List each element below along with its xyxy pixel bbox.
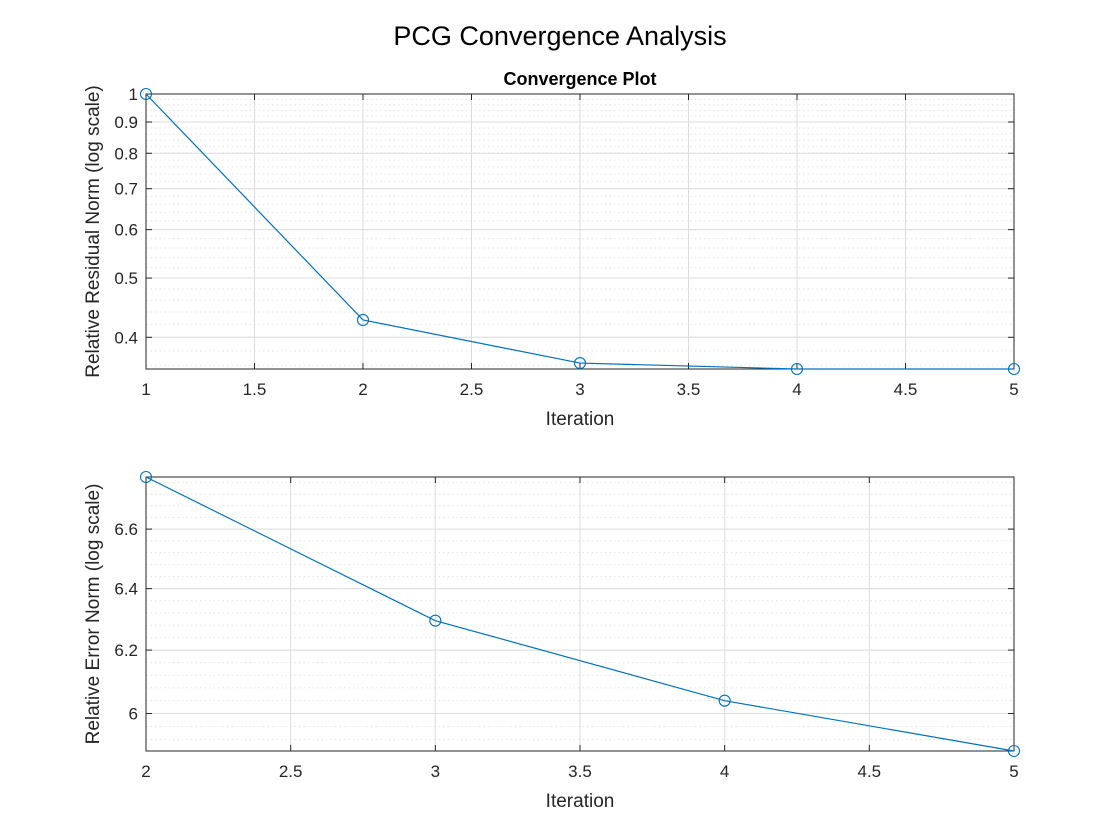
- y-axis-label: Relative Residual Norm (log scale): [83, 85, 104, 378]
- y-axis-label: Relative Error Norm (log scale): [83, 484, 104, 745]
- x-axis-label: Iteration: [546, 791, 615, 812]
- x-tick-label: 4.5: [894, 380, 918, 399]
- y-tick-label: 6.2: [114, 641, 138, 660]
- y-tick-label: 1: [129, 85, 138, 104]
- x-tick-label: 4.5: [858, 762, 882, 781]
- x-tick-label: 1.5: [243, 380, 267, 399]
- x-tick-label: 3: [431, 762, 440, 781]
- figure-title: PCG Convergence Analysis: [393, 21, 726, 51]
- data-point: [1007, 744, 1021, 758]
- data-point: [573, 357, 587, 370]
- series-line: [145, 476, 1015, 752]
- x-tick-label: 3.5: [677, 380, 701, 399]
- x-tick-label: 3: [575, 380, 584, 399]
- data-point: [429, 614, 442, 627]
- x-tick-label: 2.5: [279, 762, 303, 781]
- x-tick-label: 4: [792, 380, 801, 399]
- data-point: [790, 362, 804, 376]
- x-tick-label: 3.5: [568, 762, 592, 781]
- x-tick-label: 2: [141, 762, 150, 781]
- y-tick-label: 6.6: [114, 520, 138, 539]
- series-line: [145, 93, 1014, 370]
- residual-axes: 1 1.5 2 2.5 3 3.5 4 4.5 5 0.4 0.5 0.6 0.7 0.8 0.9 1 Iter…: [83, 69, 1021, 430]
- data-point: [718, 694, 731, 707]
- data-point: [356, 313, 370, 327]
- data-point: [139, 87, 153, 101]
- y-tick-label: 6: [129, 705, 138, 724]
- y-tick-label: 0.6: [114, 221, 138, 240]
- error-axes: 2 2.5 3 3.5 4 4.5 5 6 6.2 6.4 6.6 Iteration Relative…: [83, 470, 1021, 812]
- data-point: [139, 470, 153, 484]
- y-tick-label: 0.7: [114, 180, 138, 199]
- y-tick-label: 0.8: [114, 144, 138, 163]
- y-tick-label: 0.5: [114, 269, 138, 288]
- x-tick-label: 5: [1009, 762, 1018, 781]
- x-tick-label: 1: [141, 380, 150, 399]
- y-tick-label: 6.4: [114, 580, 138, 599]
- data-point: [1007, 362, 1021, 376]
- x-tick-label: 2.5: [460, 380, 484, 399]
- y-tick-label: 0.4: [114, 328, 138, 347]
- x-tick-label: 2: [358, 380, 367, 399]
- x-tick-label: 5: [1009, 380, 1018, 399]
- y-tick-label: 0.9: [114, 113, 138, 132]
- x-tick-label: 4: [720, 762, 729, 781]
- subplot-title: Convergence Plot: [503, 69, 656, 89]
- x-axis-label: Iteration: [546, 409, 615, 430]
